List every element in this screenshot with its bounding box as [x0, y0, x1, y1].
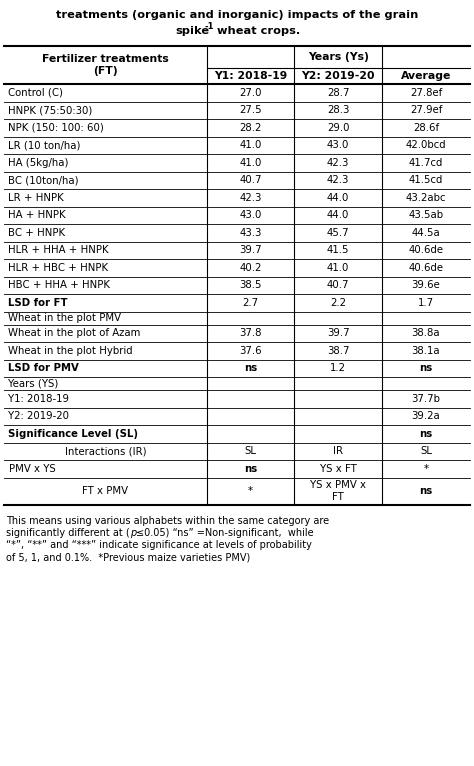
- Text: This means using various alphabets within the same category are: This means using various alphabets withi…: [6, 516, 329, 525]
- Text: 40.6de: 40.6de: [409, 263, 444, 273]
- Text: ns: ns: [244, 363, 257, 373]
- Text: LR (10 ton/ha): LR (10 ton/ha): [8, 140, 81, 150]
- Text: HBC + HHA + HNPK: HBC + HHA + HNPK: [8, 280, 110, 290]
- Text: 43.0: 43.0: [239, 210, 262, 221]
- Text: HLR + HBC + HNPK: HLR + HBC + HNPK: [8, 263, 108, 273]
- Text: treatments (organic and inorganic) impacts of the grain: treatments (organic and inorganic) impac…: [56, 10, 418, 20]
- Text: HLR + HHA + HNPK: HLR + HHA + HNPK: [8, 245, 109, 255]
- Text: 27.8ef: 27.8ef: [410, 88, 442, 98]
- Text: 1.7: 1.7: [418, 298, 434, 308]
- Text: ns: ns: [419, 429, 433, 439]
- Text: 27.9ef: 27.9ef: [410, 105, 442, 115]
- Text: Years (YS): Years (YS): [8, 378, 58, 388]
- Text: 43.0: 43.0: [327, 140, 349, 150]
- Text: 38.5: 38.5: [239, 280, 262, 290]
- Text: Control (C): Control (C): [8, 88, 63, 98]
- Text: 38.7: 38.7: [327, 345, 349, 355]
- Text: IR: IR: [333, 447, 343, 457]
- Text: Y1: 2018-19: Y1: 2018-19: [8, 394, 69, 404]
- Text: 43.3: 43.3: [239, 228, 262, 237]
- Text: of 5, 1, and 0.1%.  *Previous maize varieties PMV): of 5, 1, and 0.1%. *Previous maize varie…: [6, 553, 250, 563]
- Text: LSD for FT: LSD for FT: [8, 298, 67, 308]
- Text: SL: SL: [245, 447, 256, 457]
- Text: 45.7: 45.7: [327, 228, 349, 237]
- Text: Wheat in the plot Hybrid: Wheat in the plot Hybrid: [8, 345, 133, 355]
- Text: HNPK (75:50:30): HNPK (75:50:30): [8, 105, 92, 115]
- Text: PMV x YS: PMV x YS: [9, 463, 56, 473]
- Text: 42.3: 42.3: [327, 158, 349, 168]
- Text: 37.6: 37.6: [239, 345, 262, 355]
- Text: 41.0: 41.0: [239, 158, 262, 168]
- Text: YS x PMV x
FT: YS x PMV x FT: [310, 480, 366, 502]
- Text: Years (Ys): Years (Ys): [308, 52, 369, 62]
- Text: 40.2: 40.2: [239, 263, 262, 273]
- Text: ≤0.05) “ns” =Non-significant,  while: ≤0.05) “ns” =Non-significant, while: [136, 528, 314, 538]
- Text: 39.6e: 39.6e: [411, 280, 440, 290]
- Text: 28.7: 28.7: [327, 88, 349, 98]
- Text: 2.2: 2.2: [330, 298, 346, 308]
- Text: 39.2a: 39.2a: [411, 411, 440, 421]
- Text: p: p: [130, 528, 136, 538]
- Text: Y1: 2018-19: Y1: 2018-19: [214, 71, 287, 81]
- Text: 43.5ab: 43.5ab: [409, 210, 444, 221]
- Text: 44.0: 44.0: [327, 210, 349, 221]
- Text: ns: ns: [419, 363, 433, 373]
- Text: Wheat in the plot of Azam: Wheat in the plot of Azam: [8, 329, 140, 339]
- Text: ns: ns: [419, 486, 433, 496]
- Text: *: *: [248, 486, 253, 496]
- Text: ns: ns: [244, 463, 257, 473]
- Text: 42.3: 42.3: [239, 193, 262, 203]
- Text: -1: -1: [205, 22, 215, 31]
- Text: 39.7: 39.7: [327, 329, 349, 339]
- Text: 41.0: 41.0: [327, 263, 349, 273]
- Text: 28.2: 28.2: [239, 123, 262, 133]
- Text: 37.8: 37.8: [239, 329, 262, 339]
- Text: Significance Level (SL): Significance Level (SL): [8, 429, 138, 439]
- Text: NPK (150: 100: 60): NPK (150: 100: 60): [8, 123, 104, 133]
- Text: 44.0: 44.0: [327, 193, 349, 203]
- Text: Y2: 2019-20: Y2: 2019-20: [8, 411, 69, 421]
- Text: 2.7: 2.7: [243, 298, 259, 308]
- Text: 28.3: 28.3: [327, 105, 349, 115]
- Text: 28.6f: 28.6f: [413, 123, 439, 133]
- Text: *: *: [423, 463, 428, 473]
- Text: 40.7: 40.7: [327, 280, 349, 290]
- Text: 40.7: 40.7: [239, 175, 262, 185]
- Text: 29.0: 29.0: [327, 123, 349, 133]
- Text: SL: SL: [420, 447, 432, 457]
- Text: wheat crops.: wheat crops.: [213, 26, 300, 36]
- Text: 27.0: 27.0: [239, 88, 262, 98]
- Text: 40.6de: 40.6de: [409, 245, 444, 255]
- Text: Fertilizer treatments
(FT): Fertilizer treatments (FT): [42, 54, 169, 76]
- Text: 27.5: 27.5: [239, 105, 262, 115]
- Text: Y2: 2019-20: Y2: 2019-20: [301, 71, 375, 81]
- Text: 43.2abc: 43.2abc: [406, 193, 446, 203]
- Text: HA (5kg/ha): HA (5kg/ha): [8, 158, 69, 168]
- Text: FT x PMV: FT x PMV: [82, 486, 128, 496]
- Text: HA + HNPK: HA + HNPK: [8, 210, 65, 221]
- Text: LR + HNPK: LR + HNPK: [8, 193, 64, 203]
- Text: 41.5: 41.5: [327, 245, 349, 255]
- Text: 41.0: 41.0: [239, 140, 262, 150]
- Text: “*”, “**” and “***” indicate significance at levels of probability: “*”, “**” and “***” indicate significanc…: [6, 541, 312, 551]
- Text: spike: spike: [175, 26, 209, 36]
- Text: Interactions (IR): Interactions (IR): [64, 447, 146, 457]
- Text: 44.5a: 44.5a: [411, 228, 440, 237]
- Text: 41.7cd: 41.7cd: [409, 158, 443, 168]
- Text: LSD for PMV: LSD for PMV: [8, 363, 79, 373]
- Text: 42.3: 42.3: [327, 175, 349, 185]
- Text: YS x FT: YS x FT: [320, 463, 356, 473]
- Text: 42.0bcd: 42.0bcd: [406, 140, 447, 150]
- Text: significantly different at (: significantly different at (: [6, 528, 130, 538]
- Text: 38.8a: 38.8a: [411, 329, 440, 339]
- Text: Average: Average: [401, 71, 451, 81]
- Text: 38.1a: 38.1a: [411, 345, 440, 355]
- Text: 39.7: 39.7: [239, 245, 262, 255]
- Text: 1.2: 1.2: [330, 363, 346, 373]
- Text: Wheat in the plot PMV: Wheat in the plot PMV: [8, 313, 121, 323]
- Text: 37.7b: 37.7b: [411, 394, 440, 404]
- Text: BC + HNPK: BC + HNPK: [8, 228, 65, 237]
- Text: BC (10ton/ha): BC (10ton/ha): [8, 175, 79, 185]
- Text: 41.5cd: 41.5cd: [409, 175, 443, 185]
